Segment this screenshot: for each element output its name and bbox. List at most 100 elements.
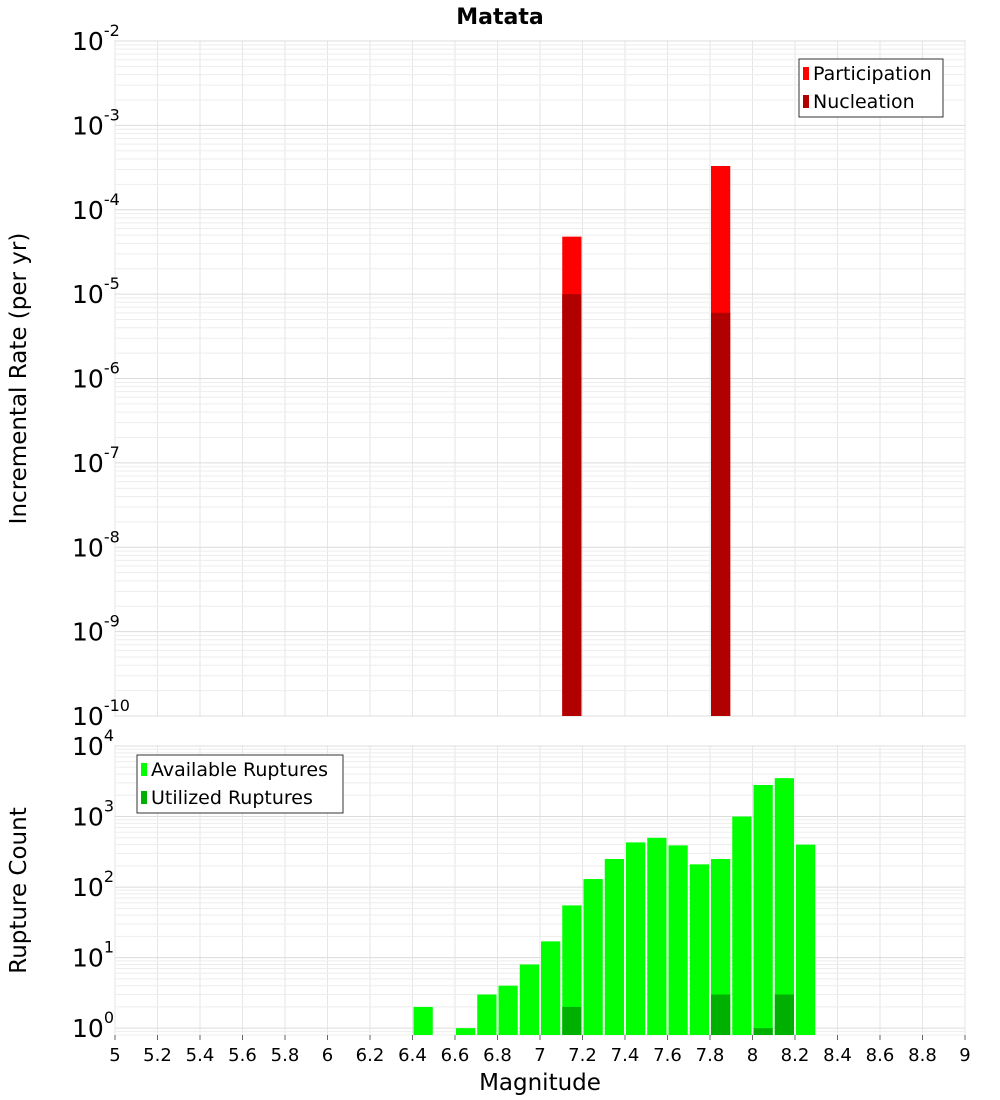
bar-available-ruptures (498, 985, 518, 1035)
bar-available-ruptures (796, 844, 816, 1035)
bar-available-ruptures (774, 778, 794, 1035)
x-tick-label: 7.8 (696, 1045, 725, 1066)
y-tick-base: 10 (72, 618, 104, 647)
x-tick-label: 5.2 (143, 1045, 172, 1066)
y-tick-exponent: 1 (104, 938, 114, 957)
y-tick-base: 10 (72, 196, 104, 225)
bar-available-ruptures (562, 905, 582, 1035)
y-tick-base: 10 (72, 873, 104, 902)
y-tick-exponent: -8 (104, 527, 120, 546)
bar-available-ruptures (668, 845, 688, 1035)
x-tick-label: 8.2 (781, 1045, 810, 1066)
bar-available-ruptures (732, 816, 752, 1035)
x-ticks: 5 5.2 5.4 5.6 5.8 6 6.2 6.4 6.6 6.8 7 7.2 7.4 7.6 7.8 8… (109, 1035, 971, 1066)
y-tick-exponent: -2 (104, 21, 120, 40)
x-tick-label: 5 (109, 1045, 120, 1066)
y-tick-base: 10 (72, 27, 104, 56)
bar-available-ruptures (477, 994, 497, 1035)
x-tick-label: 6.8 (483, 1045, 512, 1066)
y-tick-label: 101 (72, 938, 114, 973)
y-tick-base: 10 (72, 732, 104, 761)
y-tick-exponent: 4 (104, 726, 114, 745)
legend-label: Utilized Ruptures (151, 787, 313, 809)
bar-available-ruptures (753, 784, 773, 1035)
x-tick-label: 5.6 (228, 1045, 257, 1066)
y-tick-label: 100 (72, 1008, 114, 1043)
legend-swatch (141, 791, 147, 804)
top-legend: Participation Nucleation (798, 58, 944, 118)
x-tick-label: 8.8 (908, 1045, 937, 1066)
y-tick-exponent: 0 (104, 1008, 114, 1027)
bar-available-ruptures (583, 879, 603, 1035)
y-tick-label: 10-10 (72, 696, 130, 731)
y-tick-base: 10 (72, 533, 104, 562)
y-tick-label: 10-4 (72, 190, 120, 225)
legend-box (798, 58, 944, 118)
x-axis-label: Magnitude (479, 1070, 601, 1096)
top-bars (562, 166, 731, 717)
y-tick-exponent: 2 (104, 867, 114, 886)
y-tick-label: 104 (72, 726, 114, 761)
bar-utilized-ruptures (753, 1028, 773, 1035)
y-tick-base: 10 (72, 111, 104, 140)
y-tick-exponent: -4 (104, 190, 120, 209)
y-tick-label: 10-3 (72, 105, 120, 140)
y-tick-label: 103 (72, 797, 114, 832)
x-tick-label: 5.8 (271, 1045, 300, 1066)
y-tick-base: 10 (72, 1014, 104, 1043)
bar-available-ruptures (604, 859, 624, 1035)
y-tick-exponent: 3 (104, 797, 114, 816)
bar-available-ruptures (647, 837, 667, 1035)
bar-available-ruptures (456, 1028, 476, 1035)
bar-available-ruptures (413, 1006, 433, 1035)
x-tick-label: 6.4 (398, 1045, 427, 1066)
x-tick-label: 6.2 (356, 1045, 385, 1066)
top-grid (114, 40, 966, 717)
bar-utilized-ruptures (774, 994, 794, 1035)
y-tick-exponent: -9 (104, 612, 120, 631)
y-tick-exponent: -5 (104, 274, 120, 293)
bottom-grid (114, 745, 966, 1036)
y-tick-base: 10 (72, 280, 104, 309)
x-tick-label: 7 (534, 1045, 545, 1066)
y-tick-exponent: -6 (104, 359, 120, 378)
bar-available-ruptures (711, 859, 731, 1035)
y-tick-base: 10 (72, 449, 104, 478)
y-tick-base: 10 (72, 702, 104, 731)
x-tick-label: 7.2 (568, 1045, 597, 1066)
bottom-bars (413, 778, 816, 1035)
chart-title: Matata (456, 5, 543, 30)
y-tick-label: 102 (72, 867, 114, 902)
y-tick-label: 10-9 (72, 612, 120, 647)
x-tick-label: 9 (959, 1045, 970, 1066)
x-tick-label: 5.4 (186, 1045, 215, 1066)
bar-available-ruptures (689, 864, 709, 1035)
legend-swatch (141, 763, 147, 776)
bottom-y-axis-label: Rupture Count (6, 807, 32, 973)
legend-label: Participation (813, 63, 932, 85)
legend-label: Nucleation (813, 91, 915, 113)
y-tick-base: 10 (72, 944, 104, 973)
bar-nucleation (562, 294, 582, 716)
y-tick-exponent: -7 (104, 443, 120, 462)
bar-utilized-ruptures (711, 994, 731, 1035)
x-tick-label: 6 (322, 1045, 333, 1066)
y-tick-label: 10-8 (72, 527, 120, 562)
bar-available-ruptures (519, 964, 539, 1035)
bar-nucleation (711, 312, 731, 716)
y-tick-base: 10 (72, 365, 104, 394)
x-tick-label: 7.4 (611, 1045, 640, 1066)
legend-box (136, 754, 344, 814)
legend-swatch (803, 95, 809, 108)
bottom-legend: Available Ruptures Utilized Ruptures (136, 754, 344, 814)
bar-utilized-ruptures (562, 1006, 582, 1035)
x-tick-label: 7.6 (653, 1045, 682, 1066)
legend-swatch (803, 67, 809, 80)
x-tick-label: 8.6 (866, 1045, 895, 1066)
bar-available-ruptures (626, 842, 646, 1035)
